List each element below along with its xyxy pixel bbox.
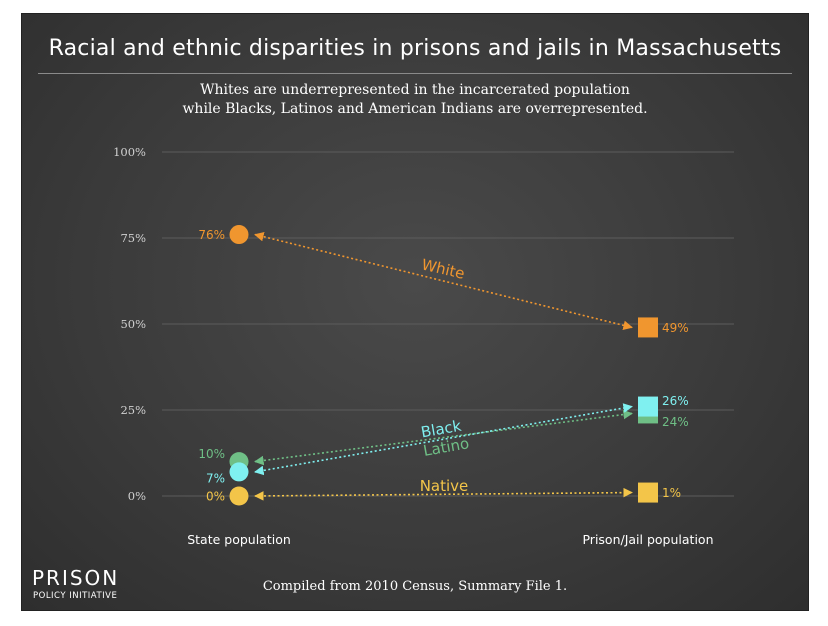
marker-state-black: [229, 462, 249, 482]
chart-title: Racial and ethnic disparities in prisons…: [48, 36, 782, 61]
value-label-prison-black: 26%: [662, 394, 689, 408]
subtitle-line-1: Whites are underrepresented in the incar…: [200, 82, 630, 98]
x-category-label-prison: Prison/Jail population: [582, 532, 713, 547]
value-label-prison-white: 49%: [662, 321, 689, 335]
x-category-label-state: State population: [187, 532, 291, 547]
marker-state-white: [229, 225, 249, 245]
value-label-state-black: 7%: [206, 471, 225, 485]
y-tick-label: 25%: [120, 403, 146, 417]
value-label-state-white: 76%: [198, 228, 225, 242]
y-tick-label: 50%: [120, 317, 146, 331]
marker-prison-native: [638, 482, 658, 503]
series-name-native: Native: [420, 477, 469, 495]
logo-policy-initiative: POLICY INITIATIVE: [33, 591, 118, 601]
title-divider: [38, 73, 792, 74]
chart-panel: Racial and ethnic disparities in prisons…: [21, 13, 809, 611]
footnote: Compiled from 2010 Census, Summary File …: [262, 579, 568, 594]
value-label-state-native: 0%: [206, 490, 225, 504]
y-tick-label: 0%: [128, 489, 146, 503]
logo-prison: PRISON: [32, 566, 120, 590]
value-label-prison-latino: 24%: [662, 415, 689, 429]
subtitle-line-2: while Blacks, Latinos and American India…: [182, 101, 648, 117]
marker-prison-black: [638, 396, 658, 417]
value-label-state-latino: 10%: [198, 447, 225, 461]
y-tick-label: 100%: [113, 145, 146, 159]
marker-prison-white: [638, 317, 658, 338]
connector-white: [254, 231, 633, 331]
connector-black: [254, 403, 633, 476]
value-label-prison-native: 1%: [662, 486, 681, 500]
slope-chart: 0% 25% 50% 75% 100% State population Prison/Ja…: [113, 145, 734, 547]
series-name-white: White: [420, 255, 467, 282]
y-tick-label: 75%: [120, 231, 146, 245]
marker-state-native: [229, 486, 249, 506]
